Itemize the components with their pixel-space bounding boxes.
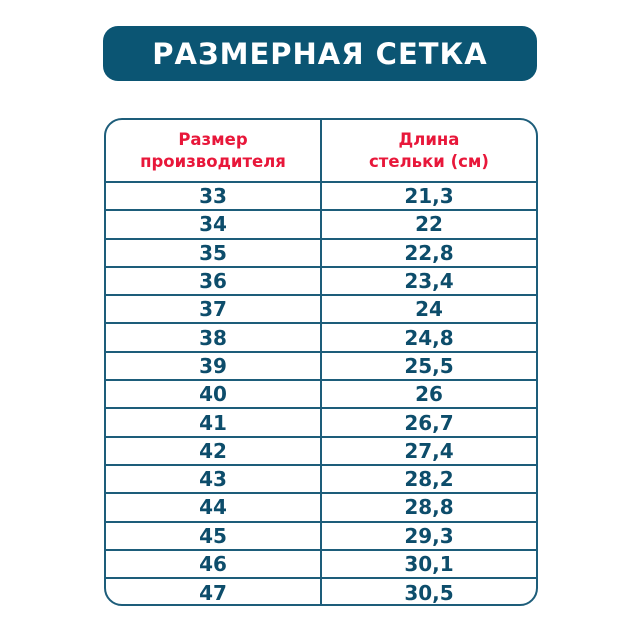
length-cell: 22,8 — [404, 240, 454, 265]
length-cell: 26,7 — [404, 410, 454, 435]
length-cell: 30,1 — [404, 552, 454, 576]
length-cell: 21,3 — [404, 184, 454, 209]
size-cell: 35 — [106, 239, 322, 266]
table-row: 35 22,8 — [106, 239, 536, 268]
size-cell: 45 — [106, 522, 322, 549]
table-row: 42 27,4 — [106, 437, 536, 466]
length-cell: 23,4 — [404, 269, 454, 294]
length-cell: 28,2 — [404, 467, 454, 492]
page-title: РАЗМЕРНАЯ СЕТКА — [152, 36, 488, 71]
length-cell: 24 — [415, 297, 443, 322]
length-cell: 25,5 — [404, 353, 454, 378]
size-cell: 43 — [106, 465, 322, 493]
title-banner: РАЗМЕРНАЯ СЕТКА — [103, 26, 537, 81]
size-cell: 46 — [106, 550, 322, 578]
table-row: 45 29,3 — [106, 522, 536, 551]
size-cell: 42 — [106, 437, 322, 464]
table-row: 43 28,2 — [106, 465, 536, 495]
table-row: 46 30,1 — [106, 550, 536, 580]
table-body: 33 21,3 34 22 35 22,8 36 23,4 37 24 38 24,8 39 25,5 40… — [106, 183, 536, 606]
length-cell: 22 — [415, 212, 443, 237]
header-line: Размер — [178, 129, 248, 149]
length-cell: 24,8 — [404, 325, 454, 350]
table-row: 33 21,3 — [106, 183, 536, 212]
table-row: 40 26 — [106, 381, 536, 410]
table-row: 44 28,8 — [106, 494, 536, 523]
size-table: Размер производителя Длина стельки (см) 33… — [104, 118, 538, 606]
header-line: производителя — [140, 151, 286, 171]
size-cell: 40 — [106, 381, 322, 408]
size-cell: 44 — [106, 494, 322, 521]
header-insole-length: Длина стельки (см) — [322, 120, 536, 181]
size-cell: 38 — [106, 324, 322, 351]
length-cell: 30,5 — [404, 581, 454, 606]
length-cell: 28,8 — [404, 495, 454, 520]
header-line: Длина — [398, 129, 460, 149]
table-row: 38 24,8 — [106, 324, 536, 353]
table-row: 36 23,4 — [106, 267, 536, 297]
size-cell: 47 — [106, 579, 322, 604]
table-row: 47 30,5 — [106, 579, 536, 606]
length-cell: 26 — [415, 382, 443, 407]
size-cell: 34 — [106, 211, 322, 238]
table-row: 39 25,5 — [106, 352, 536, 382]
size-cell: 37 — [106, 296, 322, 323]
length-cell: 29,3 — [404, 523, 454, 548]
table-header: Размер производителя Длина стельки (см) — [106, 120, 536, 183]
size-cell: 33 — [106, 183, 322, 210]
size-cell: 36 — [106, 267, 322, 295]
size-cell: 39 — [106, 352, 322, 380]
table-row: 37 24 — [106, 296, 536, 325]
table-row: 41 26,7 — [106, 409, 536, 438]
table-row: 34 22 — [106, 211, 536, 240]
header-line: стельки (см) — [369, 151, 489, 171]
header-manufacturer-size: Размер производителя — [106, 120, 322, 181]
length-cell: 27,4 — [404, 438, 454, 463]
size-cell: 41 — [106, 409, 322, 436]
